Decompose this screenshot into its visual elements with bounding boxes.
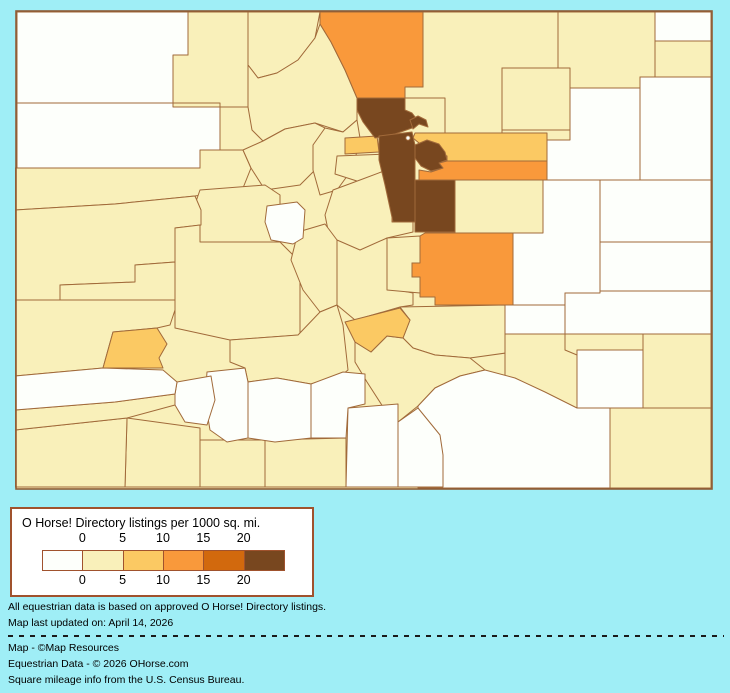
legend-tick-label: 15	[196, 573, 211, 587]
county-denver	[414, 139, 448, 172]
county-cheyenne	[599, 241, 712, 292]
county-kiowa	[564, 290, 712, 335]
legend-tick-label: 20	[236, 573, 251, 587]
county-alamosa	[345, 403, 399, 488]
dashed-separator	[8, 635, 724, 637]
map-updated-text: Map last updated on: April 14, 2026	[8, 617, 174, 629]
legend-swatch-0	[42, 550, 84, 571]
county-el-paso	[411, 232, 514, 306]
county-morgan	[501, 67, 571, 131]
legend-tick-label: 20	[236, 531, 251, 545]
county-fremont	[336, 237, 414, 321]
county-archuleta	[199, 439, 266, 488]
county-boulder	[356, 97, 420, 139]
county-adams	[412, 132, 548, 162]
legend-tick-label: 5	[119, 531, 127, 545]
equestrian-data-credit-text: Equestrian Data - © 2026 OHorse.com	[8, 658, 189, 670]
census-credit-text: Square mileage info from the U.S. Census…	[8, 674, 245, 686]
county-rio-grande	[310, 371, 366, 439]
colorado-map-svg	[15, 10, 713, 490]
county-gilpin	[344, 135, 380, 155]
county-broomfield	[409, 115, 429, 130]
county-elbert	[454, 179, 544, 234]
legend-ticks-bottom: 0 5 10 15 20	[42, 573, 284, 587]
county-baca	[609, 407, 712, 489]
county-jefferson	[378, 131, 416, 223]
legend-tick-label: 10	[156, 531, 170, 545]
colorado-county-map	[15, 10, 713, 490]
state-border	[15, 10, 713, 490]
county-sedgwick	[654, 11, 712, 42]
county-mineral	[247, 377, 312, 443]
county-las-animas	[417, 369, 611, 489]
legend-tick-label: 10	[156, 573, 170, 587]
county-la-plata	[124, 417, 201, 488]
legend-ticks-top: 0 5 10 15 20	[42, 531, 284, 545]
map-credit-text: Map - ©Map Resources	[8, 642, 120, 654]
county-moffat	[16, 11, 189, 104]
county-yuma	[639, 76, 712, 181]
county-kit-carson	[599, 179, 712, 243]
data-disclaimer-text: All equestrian data is based on approved…	[8, 601, 327, 613]
county-san-juan	[174, 375, 216, 426]
county-bent	[576, 349, 644, 409]
legend-title: O Horse! Directory listings per 1000 sq.…	[22, 516, 261, 530]
legend-swatch-strip	[42, 550, 285, 571]
county-crowley	[504, 304, 566, 335]
county-phillips	[654, 40, 712, 78]
legend-swatch-0-5	[82, 550, 124, 571]
county-custer	[344, 307, 411, 353]
county-rio-blanco	[16, 102, 221, 169]
county-douglas	[414, 179, 456, 233]
legend-swatch-15-20	[203, 550, 245, 571]
legend-tick-label: 5	[119, 573, 127, 587]
county-prowers	[642, 333, 712, 409]
legend-swatch-10-15	[162, 550, 205, 571]
legend-tick-label: 0	[78, 531, 86, 545]
county-lake	[264, 201, 306, 245]
county-conejos	[264, 437, 347, 488]
legend-swatch-5-10	[122, 550, 164, 571]
legend-swatch-20+	[243, 550, 285, 571]
county-standley-lake-dot	[405, 135, 411, 141]
legend-tick-label: 15	[196, 531, 211, 545]
legend-box: O Horse! Directory listings per 1000 sq.…	[10, 507, 314, 597]
legend-tick-label: 0	[78, 573, 86, 587]
county-ouray	[102, 327, 168, 369]
